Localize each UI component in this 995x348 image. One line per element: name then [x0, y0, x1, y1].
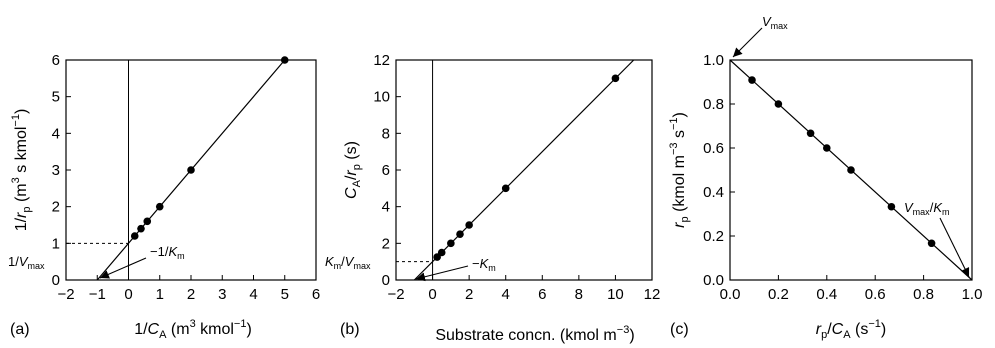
x-tick-label-b: 8 — [575, 286, 583, 303]
fit-line-b — [413, 59, 635, 281]
x-tick-label-c: 0.4 — [816, 286, 837, 303]
points-b — [433, 74, 620, 261]
y-tick-label-b: 2 — [382, 235, 390, 252]
points-a — [130, 56, 289, 240]
data-point-b — [447, 239, 455, 248]
x-axis-label-a: 1/CA (m3 kmol−1) — [134, 318, 252, 341]
annotation-vmax: Vmax — [762, 14, 788, 31]
annotation-km-over-vmax: Km/Vmax — [325, 254, 371, 271]
y-tick-label-a: 6 — [52, 52, 60, 69]
data-point-a — [155, 202, 164, 211]
y-tick-label-c: 1.0 — [703, 52, 724, 69]
x-tick-label-a: 0 — [124, 286, 132, 303]
y-axis-label-c: rp (kmol m−3 s−1) — [668, 112, 691, 228]
y-tick-label-c: 0.0 — [703, 272, 724, 289]
arrow-neg-km — [415, 265, 469, 282]
plot-frame-c — [729, 59, 973, 281]
y-tick-label-a: 4 — [52, 125, 60, 142]
y-tick-label-b: 6 — [382, 162, 390, 179]
x-tick-label-a: 3 — [218, 286, 226, 303]
data-point-c — [806, 129, 815, 138]
y-tick-label-a: 0 — [52, 272, 60, 289]
data-point-b — [465, 221, 473, 229]
x-tick-label-c: 0.2 — [768, 286, 789, 303]
y-tick-label-b: 0 — [382, 272, 390, 289]
data-point-b — [456, 230, 464, 238]
y-tick-label-b: 4 — [382, 199, 390, 216]
annotation-inverse-vmax: 1/Vmax — [8, 254, 45, 271]
y-axis-label-a: 1/rp (m3 s kmol−1) — [10, 109, 33, 232]
data-point-c — [774, 100, 783, 108]
data-point-c — [927, 239, 936, 248]
y-tick-label-a: 1 — [52, 235, 60, 252]
x-tick-label-c: 0.8 — [913, 286, 934, 303]
y-tick-label-a: 5 — [52, 89, 60, 106]
data-point-a — [280, 56, 289, 64]
x-tick-label-b: 4 — [502, 286, 510, 303]
x-tick-label-a: 4 — [249, 286, 257, 303]
x-tick-label-c: 0.0 — [720, 286, 741, 303]
data-point-c — [823, 144, 831, 152]
y-tick-label-c: 0.4 — [703, 184, 724, 201]
y-axis-label-b: CA/rp (s) — [343, 141, 363, 199]
arrow-neg-inverse-km — [99, 257, 147, 279]
data-point-b — [611, 74, 620, 83]
x-tick-label-a: 2 — [187, 286, 195, 303]
guides-a — [66, 60, 129, 280]
x-axis-label-c: rp/CA (s−1) — [816, 318, 886, 341]
y-tick-label-b: 10 — [373, 89, 390, 106]
data-point-b — [437, 248, 446, 257]
x-tick-label-b: 2 — [465, 286, 473, 303]
data-point-c — [887, 202, 896, 211]
x-tick-label-c: 0.6 — [865, 286, 886, 303]
arrow-vmax-over-km — [939, 217, 970, 278]
annotation-vmax-over-km: Vmax/Km — [904, 200, 949, 217]
x-tick-label-a: 1 — [156, 286, 164, 303]
data-point-c — [748, 76, 756, 84]
guides-b — [396, 60, 434, 280]
x-tick-label-a: 6 — [312, 286, 320, 303]
x-tick-label-b: −2 — [387, 286, 404, 303]
x-tick-label-b: 6 — [538, 286, 546, 303]
y-tick-label-b: 8 — [382, 125, 390, 142]
y-tick-label-c: 0.6 — [703, 140, 724, 157]
points-c — [748, 76, 936, 248]
panel-c: 0.0 0.2 0.4 0.6 0.8 1.0 0.0 0.2 0.4 0.6 0.8 1.0 (c)… — [668, 14, 982, 341]
x-tick-label-a: 5 — [281, 286, 289, 303]
ticks-a: −2 −1 0 1 2 3 4 5 6 0 1 2 3 4 5 6 — [52, 52, 321, 303]
x-tick-label-a: −2 — [57, 286, 74, 303]
ticks-c: 0.0 0.2 0.4 0.6 0.8 1.0 0.0 0.2 0.4 0.6 0.8 1.0 — [703, 52, 982, 303]
data-point-a — [143, 217, 152, 226]
y-tick-label-a: 2 — [52, 199, 60, 216]
annotation-neg-km: −Km — [472, 256, 496, 273]
data-point-a — [137, 224, 145, 233]
x-tick-label-b: 10 — [607, 286, 624, 303]
x-tick-label-c: 1.0 — [962, 286, 983, 303]
y-tick-label-a: 3 — [52, 162, 60, 179]
x-tick-label-b: 12 — [644, 286, 661, 303]
panel-label-b: (b) — [340, 321, 360, 338]
y-tick-label-c: 0.8 — [703, 96, 724, 113]
x-tick-label-a: −1 — [89, 286, 106, 303]
data-point-a — [130, 232, 139, 240]
arrow-vmax — [732, 27, 763, 58]
panel-label-a: (a) — [10, 321, 30, 338]
fit-line-b — [413, 59, 635, 281]
data-point-c — [847, 166, 855, 174]
y-tick-label-b: 12 — [373, 52, 390, 69]
data-point-a — [187, 166, 195, 174]
x-axis-label-b: Substrate concn. (kmol m−3) — [435, 324, 634, 344]
x-tick-label-b: 0 — [428, 286, 436, 303]
y-tick-label-c: 0.2 — [703, 228, 724, 245]
data-point-b — [501, 184, 510, 193]
annotation-neg-inverse-km: −1/Km — [150, 244, 185, 261]
panel-label-c: (c) — [670, 321, 689, 338]
